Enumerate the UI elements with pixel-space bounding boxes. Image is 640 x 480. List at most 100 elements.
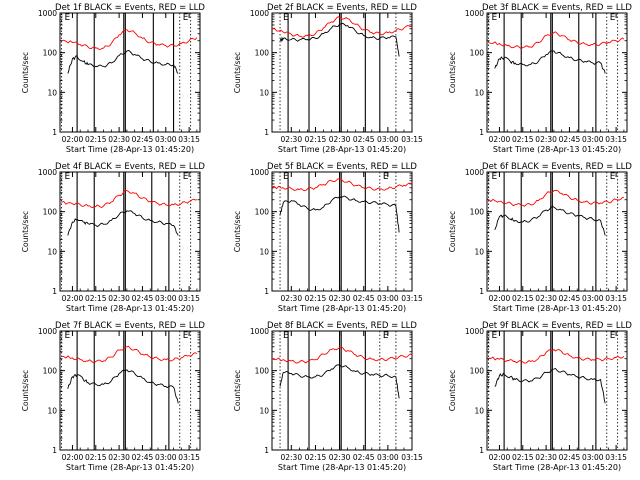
x-axis-label: Start Time (28-Apr-13 01:45:20)	[278, 463, 406, 472]
panel-1: Det 1f BLACK = Events, RED = LLD 1 10 100 10…	[21, 3, 205, 154]
x-tick-label: 03:15	[605, 453, 627, 462]
series-events	[279, 22, 400, 57]
x-tick-label: 02:45	[132, 294, 154, 303]
x-axis-label: Start Time (28-Apr-13 01:45:20)	[493, 463, 621, 472]
x-tick-label: 02:30	[535, 453, 557, 462]
x-tick-label: 02:45	[559, 135, 581, 144]
x-tick-label: 03:00	[155, 294, 177, 303]
series-events	[494, 367, 606, 404]
marker-label: E	[383, 172, 389, 182]
x-tick-label: 02:30	[535, 135, 557, 144]
x-tick-label: 03:00	[582, 135, 604, 144]
series-lld	[488, 189, 624, 207]
x-axis-label: Start Time (28-Apr-13 01:45:20)	[278, 145, 406, 154]
y-tick-label: 1	[52, 446, 57, 455]
series-events	[494, 205, 606, 236]
series-lld	[271, 346, 413, 364]
x-tick-label: 02:15	[85, 453, 107, 462]
y-tick-label: 1000	[465, 327, 484, 336]
x-tick-label: 03:00	[155, 453, 177, 462]
y-tick-label: 1	[479, 287, 484, 296]
marker-label: E	[610, 13, 616, 23]
panel-8: Det 8f BLACK = Events, RED = LLD 1 10 100 10…	[233, 321, 423, 472]
series-lld	[488, 349, 625, 364]
x-tick-label: 02:15	[85, 135, 107, 144]
x-tick-label: 03:00	[155, 135, 177, 144]
marker-label: E	[65, 331, 71, 341]
marker-label: E	[183, 172, 189, 182]
plot-frame	[59, 12, 201, 133]
x-tick-label: 03:15	[178, 294, 200, 303]
y-axis-label: Counts/sec	[233, 370, 242, 411]
series-events	[279, 195, 400, 233]
plot-frame	[486, 330, 628, 451]
x-tick-label: 02:45	[559, 294, 581, 303]
panel-5: Det 5f BLACK = Events, RED = LLD 1 10 100 10…	[233, 162, 423, 313]
y-tick-label: 100	[43, 367, 58, 376]
y-tick-label: 10	[259, 88, 269, 97]
panel-9: Det 9f BLACK = Events, RED = LLD 1 10 100 10…	[448, 321, 632, 472]
y-tick-label: 100	[255, 367, 270, 376]
x-tick-label: 02:45	[353, 294, 375, 303]
y-tick-label: 1	[264, 446, 269, 455]
x-tick-label: 03:15	[605, 135, 627, 144]
marker-label: E	[283, 331, 289, 341]
x-axis-label: Start Time (28-Apr-13 01:45:20)	[66, 463, 194, 472]
y-axis-label: Counts/sec	[448, 370, 457, 411]
series-events	[67, 49, 179, 74]
series-lld	[271, 16, 413, 38]
y-tick-label: 10	[474, 88, 484, 97]
x-axis-label: Start Time (28-Apr-13 01:45:20)	[278, 304, 406, 313]
marker-label: E	[492, 331, 498, 341]
panel-7: Det 7f BLACK = Events, RED = LLD 1 10 100 10…	[21, 321, 205, 472]
panel-title: Det 8f BLACK = Events, RED = LLD	[267, 321, 417, 331]
y-tick-label: 1	[479, 446, 484, 455]
panel-title: Det 3f BLACK = Events, RED = LLD	[482, 3, 632, 13]
x-tick-label: 02:15	[305, 453, 327, 462]
marker-label: E	[610, 331, 616, 341]
x-tick-label: 03:15	[401, 294, 423, 303]
y-axis-label: Counts/sec	[21, 370, 30, 411]
x-axis-label: Start Time (28-Apr-13 01:45:20)	[493, 145, 621, 154]
y-axis-label: Counts/sec	[448, 211, 457, 252]
y-tick-label: 1000	[38, 327, 57, 336]
x-tick-label: 03:15	[605, 294, 627, 303]
x-tick-label: 02:15	[305, 294, 327, 303]
x-tick-label: 02:30	[280, 453, 302, 462]
plot-frame	[59, 330, 201, 451]
y-tick-label: 10	[474, 247, 484, 256]
y-tick-label: 1	[52, 287, 57, 296]
y-tick-label: 1000	[250, 9, 269, 18]
x-tick-label: 02:15	[85, 294, 107, 303]
x-tick-label: 03:15	[401, 453, 423, 462]
y-tick-label: 100	[470, 367, 485, 376]
panel-title: Det 5f BLACK = Events, RED = LLD	[267, 162, 417, 172]
panel-4: Det 4f BLACK = Events, RED = LLD 1 10 100 10…	[21, 162, 205, 313]
plot-frame	[271, 330, 413, 451]
y-tick-label: 100	[255, 208, 270, 217]
x-tick-label: 02:45	[132, 135, 154, 144]
x-tick-label: 03:00	[377, 294, 399, 303]
plot-frame	[59, 171, 201, 292]
x-tick-label: 02:30	[329, 135, 351, 144]
marker-label: E	[65, 172, 71, 182]
y-tick-label: 1000	[465, 9, 484, 18]
series-events	[279, 364, 400, 399]
panel-title: Det 6f BLACK = Events, RED = LLD	[482, 162, 632, 172]
x-tick-label: 02:00	[489, 294, 511, 303]
y-tick-label: 100	[470, 49, 485, 58]
y-tick-label: 1000	[250, 327, 269, 336]
plot-frame	[486, 171, 628, 292]
y-tick-label: 10	[47, 406, 57, 415]
x-axis-label: Start Time (28-Apr-13 01:45:20)	[66, 304, 194, 313]
x-tick-label: 02:30	[329, 294, 351, 303]
x-tick-label: 02:30	[108, 135, 130, 144]
x-tick-label: 02:45	[353, 135, 375, 144]
plot-frame	[271, 12, 413, 133]
marker-label: E	[65, 13, 71, 23]
x-tick-label: 02:45	[559, 453, 581, 462]
x-axis-label: Start Time (28-Apr-13 01:45:20)	[493, 304, 621, 313]
y-axis-label: Counts/sec	[233, 52, 242, 93]
x-tick-label: 02:30	[280, 135, 302, 144]
